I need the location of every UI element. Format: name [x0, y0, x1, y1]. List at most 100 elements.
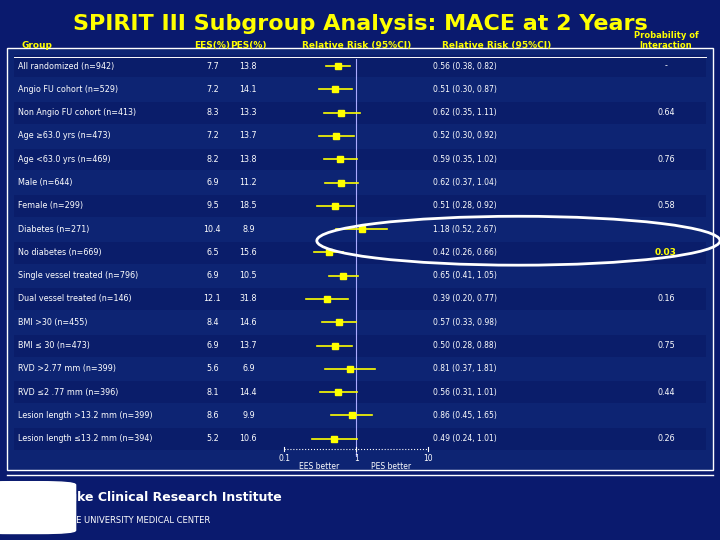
Text: Male (n=644): Male (n=644) [18, 178, 73, 187]
Text: Non Angio FU cohort (n=413): Non Angio FU cohort (n=413) [18, 108, 136, 117]
Text: 0.76: 0.76 [657, 155, 675, 164]
Text: 18.5: 18.5 [240, 201, 257, 210]
Text: 0.62 (0.37, 1.04): 0.62 (0.37, 1.04) [433, 178, 498, 187]
Text: Lesion length ≤13.2 mm (n=394): Lesion length ≤13.2 mm (n=394) [18, 434, 153, 443]
Text: 6.9: 6.9 [206, 341, 219, 350]
FancyBboxPatch shape [14, 242, 706, 264]
Text: 0.51 (0.30, 0.87): 0.51 (0.30, 0.87) [433, 85, 498, 94]
Text: 10.5: 10.5 [240, 271, 257, 280]
Text: 14.1: 14.1 [240, 85, 257, 94]
Text: RVD >2.77 mm (n=399): RVD >2.77 mm (n=399) [18, 364, 116, 373]
Text: 10.4: 10.4 [204, 225, 221, 234]
Text: 8.1: 8.1 [206, 388, 219, 396]
Text: 7.2: 7.2 [206, 85, 219, 94]
Text: EES better: EES better [299, 462, 339, 471]
FancyBboxPatch shape [14, 381, 706, 403]
Text: 0.75: 0.75 [657, 341, 675, 350]
Text: 0.81 (0.37, 1.81): 0.81 (0.37, 1.81) [433, 364, 497, 373]
FancyBboxPatch shape [14, 428, 706, 450]
Text: 15.6: 15.6 [240, 248, 257, 257]
Text: 0.51 (0.28, 0.92): 0.51 (0.28, 0.92) [433, 201, 497, 210]
Text: 0.50 (0.28, 0.88): 0.50 (0.28, 0.88) [433, 341, 497, 350]
Text: 1: 1 [354, 454, 359, 463]
Text: Relative Risk (95%CI): Relative Risk (95%CI) [442, 40, 552, 50]
Text: 0.42 (0.26, 0.66): 0.42 (0.26, 0.66) [433, 248, 498, 257]
Text: 7.7: 7.7 [206, 62, 219, 71]
Text: Diabetes (n=271): Diabetes (n=271) [18, 225, 89, 234]
Text: Age ≥63.0 yrs (n=473): Age ≥63.0 yrs (n=473) [18, 131, 111, 140]
Text: 0.52 (0.30, 0.92): 0.52 (0.30, 0.92) [433, 131, 498, 140]
Text: 0.62 (0.35, 1.11): 0.62 (0.35, 1.11) [433, 108, 497, 117]
Text: All randomized (n=942): All randomized (n=942) [18, 62, 114, 71]
Text: 0.59 (0.35, 1.02): 0.59 (0.35, 1.02) [433, 155, 498, 164]
Text: 0.57 (0.33, 0.98): 0.57 (0.33, 0.98) [433, 318, 498, 327]
Text: 10: 10 [423, 454, 433, 463]
Text: 0.49 (0.24, 1.01): 0.49 (0.24, 1.01) [433, 434, 498, 443]
Text: 0.16: 0.16 [657, 294, 675, 303]
Text: 0.86 (0.45, 1.65): 0.86 (0.45, 1.65) [433, 411, 498, 420]
Text: 5.2: 5.2 [206, 434, 219, 443]
FancyBboxPatch shape [14, 335, 706, 357]
Text: No diabetes (n=669): No diabetes (n=669) [18, 248, 102, 257]
Text: 6.9: 6.9 [242, 364, 255, 373]
Text: 14.6: 14.6 [240, 318, 257, 327]
Text: 13.7: 13.7 [240, 131, 257, 140]
Text: 9.9: 9.9 [242, 411, 255, 420]
Text: Relative Risk (95%CI): Relative Risk (95%CI) [302, 40, 411, 50]
Text: 8.4: 8.4 [206, 318, 219, 327]
Text: 14.4: 14.4 [240, 388, 257, 396]
Text: 13.3: 13.3 [240, 108, 257, 117]
Text: 1.18 (0.52, 2.67): 1.18 (0.52, 2.67) [433, 225, 497, 234]
Text: 11.2: 11.2 [240, 178, 257, 187]
FancyBboxPatch shape [14, 148, 706, 171]
Text: 5.6: 5.6 [206, 364, 219, 373]
Text: Age <63.0 yrs (n=469): Age <63.0 yrs (n=469) [18, 155, 111, 164]
Text: 0.1: 0.1 [279, 454, 290, 463]
Text: 0.64: 0.64 [657, 108, 675, 117]
Text: 0.26: 0.26 [657, 434, 675, 443]
FancyBboxPatch shape [14, 288, 706, 310]
Text: Duke Clinical Research Institute: Duke Clinical Research Institute [58, 491, 282, 504]
Text: EES(%): EES(%) [194, 40, 230, 50]
Text: Female (n=299): Female (n=299) [18, 201, 83, 210]
Text: 0.03: 0.03 [655, 248, 677, 257]
Text: 8.3: 8.3 [206, 108, 219, 117]
Text: RVD ≤2 .77 mm (n=396): RVD ≤2 .77 mm (n=396) [18, 388, 118, 396]
Text: 7.2: 7.2 [206, 131, 219, 140]
Text: Angio FU cohort (n=529): Angio FU cohort (n=529) [18, 85, 118, 94]
FancyBboxPatch shape [14, 195, 706, 217]
Text: 6.5: 6.5 [206, 248, 219, 257]
Text: -: - [665, 62, 667, 71]
Text: 0.65 (0.41, 1.05): 0.65 (0.41, 1.05) [433, 271, 498, 280]
Text: Single vessel treated (n=796): Single vessel treated (n=796) [18, 271, 138, 280]
Text: 13.7: 13.7 [240, 341, 257, 350]
Text: Probability of
Interaction: Probability of Interaction [634, 31, 698, 50]
Text: 31.8: 31.8 [240, 294, 257, 303]
Text: BMI ≤ 30 (n=473): BMI ≤ 30 (n=473) [18, 341, 90, 350]
Text: 0.58: 0.58 [657, 201, 675, 210]
Text: PES(%): PES(%) [230, 40, 266, 50]
Text: 10.6: 10.6 [240, 434, 257, 443]
Text: DUKE UNIVERSITY MEDICAL CENTER: DUKE UNIVERSITY MEDICAL CENTER [58, 516, 210, 525]
Text: Lesion length >13.2 mm (n=399): Lesion length >13.2 mm (n=399) [18, 411, 153, 420]
Text: PES better: PES better [371, 462, 411, 471]
Text: Group: Group [22, 40, 53, 50]
Text: 0.39 (0.20, 0.77): 0.39 (0.20, 0.77) [433, 294, 498, 303]
FancyBboxPatch shape [14, 102, 706, 124]
Text: 13.8: 13.8 [240, 155, 257, 164]
Text: 0.56 (0.31, 1.01): 0.56 (0.31, 1.01) [433, 388, 498, 396]
Text: 0.44: 0.44 [657, 388, 675, 396]
Text: 12.1: 12.1 [204, 294, 221, 303]
Text: 0.56 (0.38, 0.82): 0.56 (0.38, 0.82) [433, 62, 498, 71]
Text: 6.9: 6.9 [206, 178, 219, 187]
Text: 6.9: 6.9 [206, 271, 219, 280]
Text: 9.5: 9.5 [206, 201, 219, 210]
FancyBboxPatch shape [0, 482, 76, 534]
Text: SPIRIT III Subgroup Analysis: MACE at 2 Years: SPIRIT III Subgroup Analysis: MACE at 2 … [73, 14, 647, 34]
Text: 8.6: 8.6 [206, 411, 219, 420]
Text: 8.2: 8.2 [206, 155, 219, 164]
Text: 8.9: 8.9 [242, 225, 255, 234]
Text: Dual vessel treated (n=146): Dual vessel treated (n=146) [18, 294, 132, 303]
Text: 13.8: 13.8 [240, 62, 257, 71]
FancyBboxPatch shape [14, 56, 706, 77]
